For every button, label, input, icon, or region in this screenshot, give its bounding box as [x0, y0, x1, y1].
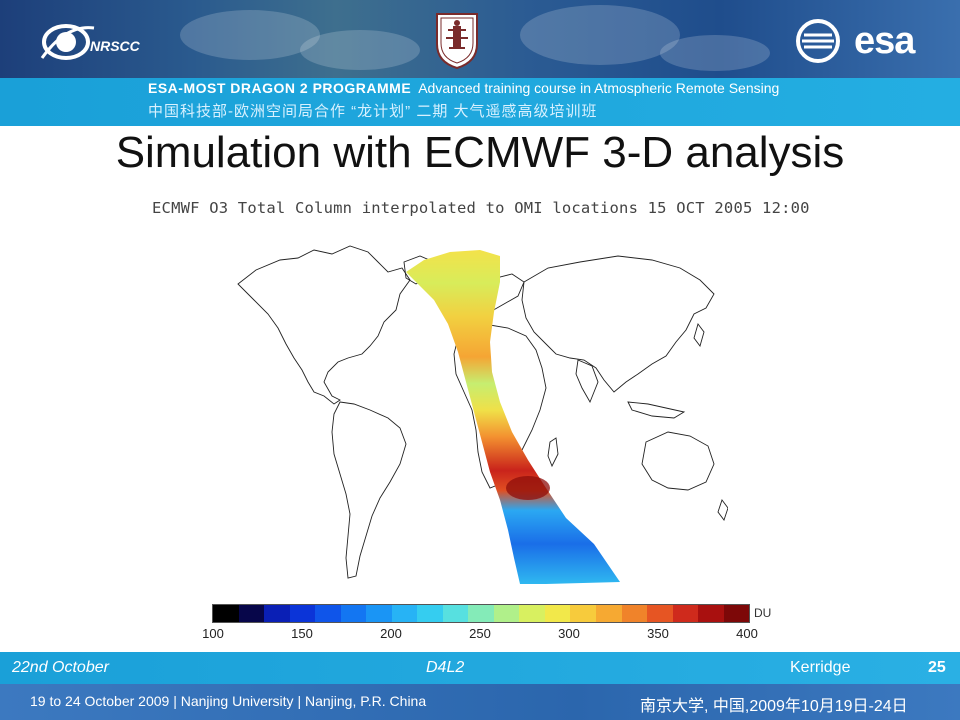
figure-caption: ECMWF O3 Total Column interpolated to OM… [152, 199, 810, 217]
colorbar-cell-20 [723, 605, 750, 622]
slide-title: Simulation with ECMWF 3-D analysis [115, 128, 845, 177]
colorbar-tick-100: 100 [202, 626, 224, 641]
south-america-outline [331, 401, 407, 579]
colorbar-cell-11 [493, 605, 520, 622]
footer-event-english: 19 to 24 October 2009 | Nanjing Universi… [30, 693, 427, 709]
colorbar-cell-17 [647, 605, 673, 622]
university-emblem [433, 10, 481, 70]
colorbar-tick-200: 200 [380, 626, 402, 641]
footer-bar [0, 652, 960, 684]
colorbar-cell-7 [391, 605, 418, 622]
nrscc-logo: NRSCC [38, 18, 158, 64]
programme-subtitle: Advanced training course in Atmospheric … [418, 80, 780, 96]
programme-title: ESA-MOST DRAGON 2 PROGRAMME [148, 80, 412, 96]
footer-date: 22nd October [12, 659, 109, 676]
colorbar-tick-400: 400 [736, 626, 758, 641]
colorbar-cell-8 [417, 605, 443, 622]
programme-banner-english: ESA-MOST DRAGON 2 PROGRAMME Advanced tra… [148, 80, 779, 96]
footer-event-bar [0, 684, 960, 720]
asia-outline [521, 255, 715, 393]
ozone-maximum-region [506, 476, 550, 500]
colorbar-cell-19 [698, 605, 724, 622]
esa-logo-text: esa [854, 20, 915, 62]
madagascar-outline [547, 437, 559, 468]
indonesia-outline [627, 401, 686, 419]
colorbar-cell-16 [621, 605, 648, 622]
colorbar-unit: DU [754, 606, 772, 620]
esa-logo: esa [794, 18, 934, 64]
colorbar-cell-14 [570, 605, 596, 622]
japan-outline [693, 323, 705, 347]
colorbar-cell-13 [544, 605, 571, 622]
colorbar-cell-2 [264, 605, 290, 622]
india-outline [575, 359, 599, 404]
nrscc-logo-text: NRSCC [90, 38, 140, 54]
colorbar-cell-5 [340, 605, 367, 622]
colorbar-cell-3 [289, 605, 316, 622]
new-zealand-outline [717, 499, 728, 521]
ozone-map [237, 245, 728, 584]
footer-author: Kerridge [790, 659, 851, 676]
colorbar-cell-9 [442, 605, 469, 622]
colorbar [212, 604, 750, 623]
programme-banner [0, 78, 960, 126]
colorbar-cell-10 [468, 605, 494, 622]
colorbar-tick-350: 350 [647, 626, 669, 641]
colorbar-cell-4 [315, 605, 341, 622]
colorbar-cell-6 [366, 605, 392, 622]
colorbar-cell-0 [213, 605, 239, 622]
colorbar-cell-18 [672, 605, 699, 622]
page-number: 25 [928, 659, 946, 676]
colorbar-tick-150: 150 [291, 626, 313, 641]
north-america-outline [237, 245, 411, 405]
colorbar-tick-250: 250 [469, 626, 491, 641]
programme-banner-chinese: 中国科技部-欧洲空间局合作 “龙计划” 二期 大气遥感高级培训班 [148, 103, 598, 120]
colorbar-cell-12 [519, 605, 545, 622]
footer-event-chinese: 南京大学, 中国,2009年10月19日-24日 [640, 698, 908, 715]
colorbar-cell-15 [595, 605, 622, 622]
footer-lecture-code: D4L2 [426, 659, 465, 676]
australia-outline [641, 431, 715, 491]
ozone-swath [406, 250, 620, 584]
colorbar-cell-1 [238, 605, 265, 622]
colorbar-tick-300: 300 [558, 626, 580, 641]
